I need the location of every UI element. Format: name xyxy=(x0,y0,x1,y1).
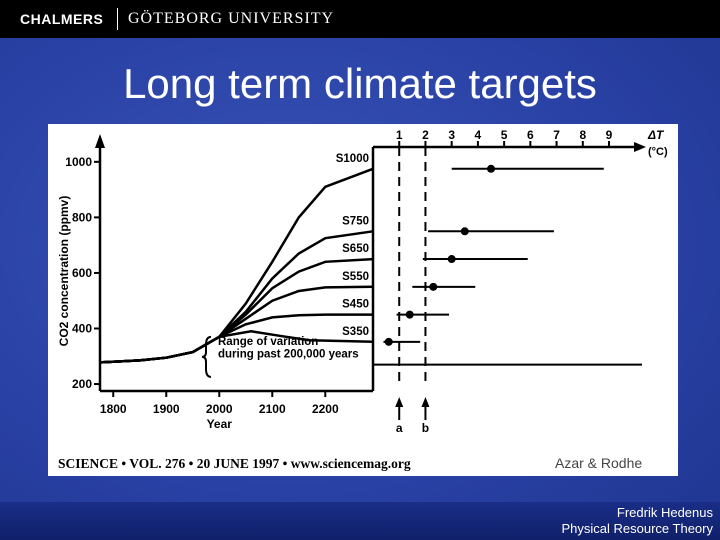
temp-axis-label-delta: ΔT xyxy=(647,128,665,142)
x-axis-label: Year xyxy=(207,417,233,431)
scenario-label-s1000: S1000 xyxy=(336,153,369,165)
slide-title: Long term climate targets xyxy=(123,60,597,107)
temp-best-estimate-dot xyxy=(447,255,456,264)
temp-tick-label: 1 xyxy=(396,128,403,142)
temp-tick-label: 7 xyxy=(553,128,560,142)
figure-panel: 200 400 600 800 1000 1800 1900 2000 2100 2200 Year… xyxy=(48,124,678,476)
temp-tick-label: 9 xyxy=(606,128,613,142)
x-tick-label: 2200 xyxy=(312,402,339,416)
temp-tick-label: 5 xyxy=(501,128,508,142)
author-department: Physical Resource Theory xyxy=(561,521,714,536)
footer-bar: Fredrik Hedenus Physical Resource Theory xyxy=(0,502,720,540)
x-tick-label: 2000 xyxy=(206,402,233,416)
university-name: GÖTEBORG UNIVERSITY xyxy=(128,10,335,27)
y-tick-label: 600 xyxy=(72,266,92,280)
author-credit: Azar & Rodhe xyxy=(555,455,642,471)
temp-tick-label: 8 xyxy=(579,128,586,142)
y-tick-label: 1000 xyxy=(65,155,92,169)
y-axis-arrow xyxy=(95,134,105,148)
marker-label-b: b xyxy=(422,421,429,435)
temp-tick-label: 2 xyxy=(422,128,429,142)
climate-chart: 200 400 600 800 1000 1800 1900 2000 2100 2200 Year… xyxy=(57,128,668,471)
marker-arrow-head-a xyxy=(395,397,404,407)
range-brace xyxy=(201,335,212,378)
scenario-label-s350: S350 xyxy=(342,326,369,338)
journal-credit: SCIENCE • VOL. 276 • 20 JUNE 1997 • www.… xyxy=(58,456,411,471)
temp-best-estimate-dot xyxy=(384,337,393,346)
author-block: Fredrik Hedenus Physical Resource Theory xyxy=(562,505,714,537)
temp-axis-label-unit: (°C) xyxy=(648,146,668,158)
x-tick-label: 1800 xyxy=(100,402,127,416)
logo-divider xyxy=(117,8,118,30)
scenario-label-s550: S550 xyxy=(342,271,369,283)
range-note-line1: Range of variation xyxy=(218,336,318,348)
scenario-label-s450: S450 xyxy=(342,299,369,311)
scenario-label-s650: S650 xyxy=(342,243,369,255)
marker-arrow-head-b xyxy=(421,397,430,407)
author-name: Fredrik Hedenus xyxy=(616,505,713,520)
chalmers-logo: CHALMERS xyxy=(20,11,104,27)
top-bar: CHALMERS GÖTEBORG UNIVERSITY xyxy=(0,0,720,38)
y-axis-label: CO2 concentration (ppmv) xyxy=(57,196,71,347)
y-tick-label: 200 xyxy=(72,377,92,391)
marker-label-a: a xyxy=(396,421,403,435)
temp-tick-label: 3 xyxy=(448,128,455,142)
range-note-line2: during past 200,000 years xyxy=(218,349,359,361)
y-tick-label: 800 xyxy=(72,210,92,224)
temp-tick-label: 6 xyxy=(527,128,534,142)
temp-best-estimate-dot xyxy=(405,310,414,319)
scenario-curve-s1000 xyxy=(99,167,374,364)
temp-best-estimate-dot xyxy=(487,164,496,173)
temp-best-estimate-dot xyxy=(429,282,438,291)
temp-axis-arrow xyxy=(634,142,646,152)
x-tick-label: 2100 xyxy=(259,402,286,416)
temp-tick-label: 4 xyxy=(475,128,482,142)
scenario-label-s750: S750 xyxy=(342,215,369,227)
temp-best-estimate-dot xyxy=(460,227,469,236)
x-tick-label: 1900 xyxy=(153,402,180,416)
y-tick-label: 400 xyxy=(72,322,92,336)
